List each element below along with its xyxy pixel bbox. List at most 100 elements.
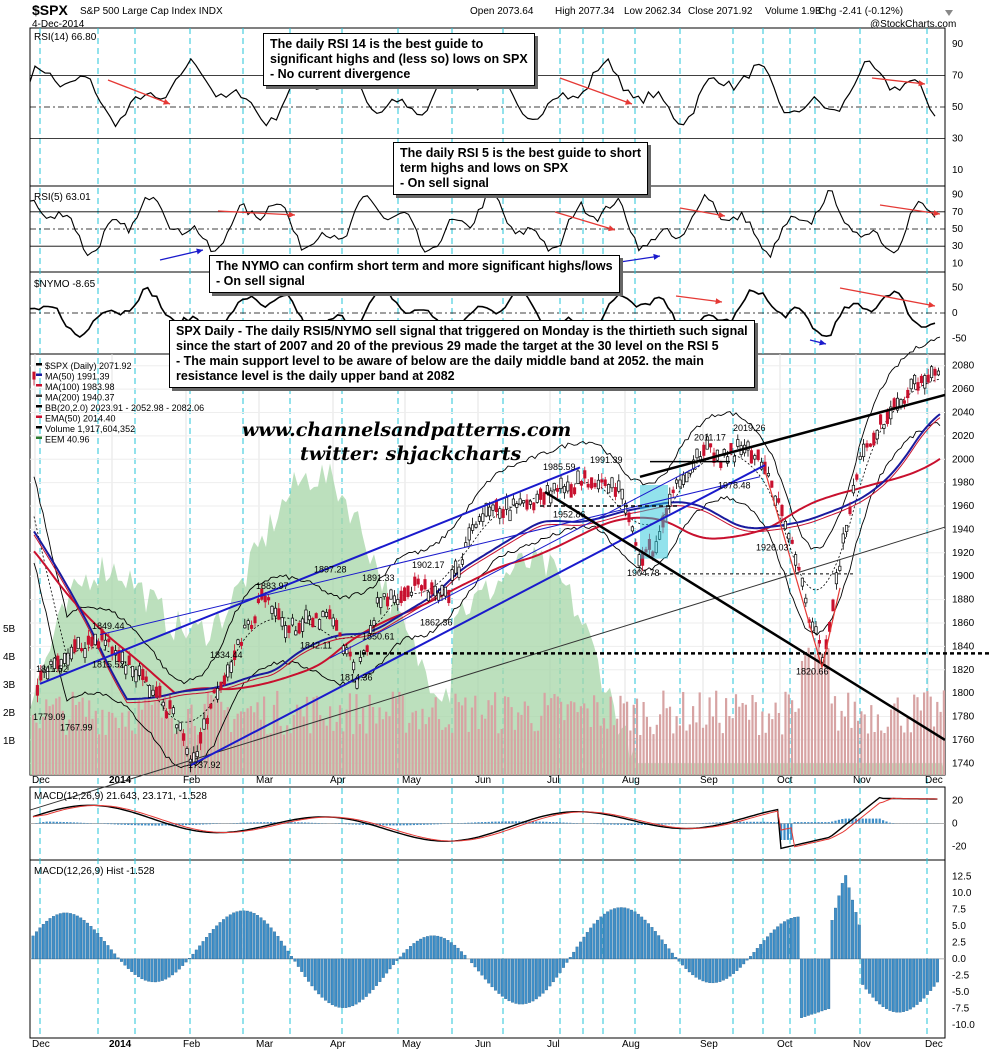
candle-body — [379, 597, 383, 608]
hist-bar — [443, 938, 446, 960]
candle-body — [151, 689, 155, 696]
hist-tick-9: -10.0 — [952, 1020, 975, 1031]
candle-body — [896, 397, 900, 411]
candle-body — [790, 539, 794, 544]
month-label-7: Jul — [547, 775, 560, 786]
volume-bar — [289, 733, 292, 775]
hist-bar — [915, 958, 919, 1005]
candle-body — [787, 533, 791, 540]
macd-hist-bar — [841, 819, 844, 824]
volume-bar — [616, 718, 619, 775]
volume-bar — [873, 732, 876, 775]
candle-body — [685, 472, 689, 483]
nymo-divergence-arrow-1 — [675, 295, 723, 303]
price-tick-11: 1860 — [952, 618, 975, 629]
macd-hist-bar — [494, 821, 497, 824]
volume-bar — [698, 692, 701, 775]
month-label-bottom-2: Feb — [183, 1039, 201, 1050]
rsi5-divergence-arrow-3-head — [718, 211, 725, 218]
macd-hist-bar — [800, 822, 803, 824]
rsi5-annotation-line-3: - On sell signal — [400, 176, 489, 190]
candle-body — [814, 626, 818, 634]
hist-bar — [718, 958, 722, 982]
volume-bar — [748, 719, 751, 775]
volume-bar — [421, 708, 424, 775]
candle-body — [195, 751, 199, 758]
hist-bar — [242, 910, 246, 960]
volume-bar — [731, 718, 734, 775]
volume-bar — [444, 727, 447, 775]
candle-body — [566, 481, 570, 492]
hist-bar — [58, 913, 62, 960]
volume-bar — [434, 697, 437, 775]
candle-body — [569, 484, 573, 498]
month-label-11: Nov — [853, 775, 871, 786]
macd-hist-bar — [569, 822, 572, 824]
macd-hist-bar — [62, 822, 65, 824]
macd-hist-bar — [650, 823, 653, 825]
macd-hist-bar — [351, 823, 354, 825]
candle-body — [865, 443, 869, 448]
volume-bar — [461, 705, 464, 775]
volume-bar — [685, 730, 688, 775]
macd-hist-bar — [718, 822, 721, 824]
hist-bar — [653, 931, 657, 960]
candle-body — [338, 632, 342, 637]
rsi14-divergence-arrow-1-head — [163, 98, 170, 105]
hist-bar — [534, 958, 538, 1000]
candle-body — [331, 617, 335, 627]
volume-bar — [114, 717, 117, 775]
volume-bar — [131, 730, 134, 775]
hist-bar — [908, 958, 912, 1010]
rsi14-annotation-line-3: - No current divergence — [270, 67, 411, 81]
candle-body — [695, 448, 699, 459]
macd-hist-bar — [531, 821, 534, 824]
candle-body — [518, 498, 522, 505]
channel-lower-trendline — [189, 464, 766, 767]
hist-bar — [109, 949, 113, 960]
candle-body — [270, 605, 274, 614]
volume-bar — [771, 719, 774, 775]
hist-bar — [320, 958, 324, 998]
month-label-6: Jun — [475, 775, 491, 786]
volume-bar — [124, 726, 127, 775]
price-tick-3: 2020 — [952, 431, 975, 442]
month-label-bottom-5: May — [402, 1039, 421, 1050]
macd-hist-bar — [514, 821, 517, 824]
macd-tick-1: 0 — [952, 819, 958, 830]
volume-bar — [566, 704, 569, 775]
macd-hist-bar — [542, 821, 545, 824]
price-candles — [32, 365, 940, 773]
candle-body — [297, 622, 301, 634]
macd-hist-bar — [259, 822, 262, 824]
volume-bar — [517, 712, 520, 775]
volume-bar — [721, 733, 724, 775]
macd-hist-bar — [769, 822, 772, 824]
hist-tick-1: 10.0 — [952, 888, 972, 899]
candle-body — [477, 516, 481, 522]
nymo-bull-arrow-head — [819, 339, 826, 346]
volume-bar — [302, 716, 305, 775]
macd-hist-bar — [555, 822, 558, 824]
rsi5-annotation-line-2: term highs and lows on SPX — [400, 161, 569, 175]
volume-bar — [847, 692, 850, 775]
volume-bar — [236, 713, 239, 775]
volume-bar — [467, 731, 470, 775]
candle-body — [399, 590, 403, 603]
hist-bar — [531, 958, 535, 1002]
hist-bar — [378, 958, 382, 982]
volume-bar — [503, 696, 507, 775]
candle-body — [855, 474, 859, 480]
candle-body — [168, 700, 172, 709]
volume-bar — [890, 709, 893, 775]
nymo-divergence-arrow-1-head — [715, 298, 722, 305]
macd-hist-bar — [511, 821, 514, 824]
volume-bar — [111, 712, 114, 775]
candle-body — [392, 595, 396, 603]
candle-body — [144, 676, 148, 682]
hist-bar — [191, 953, 195, 960]
volume-bar — [107, 711, 111, 775]
candle-body — [39, 670, 43, 681]
hist-bar — [837, 895, 841, 960]
macd-tick-0: 20 — [952, 796, 964, 807]
